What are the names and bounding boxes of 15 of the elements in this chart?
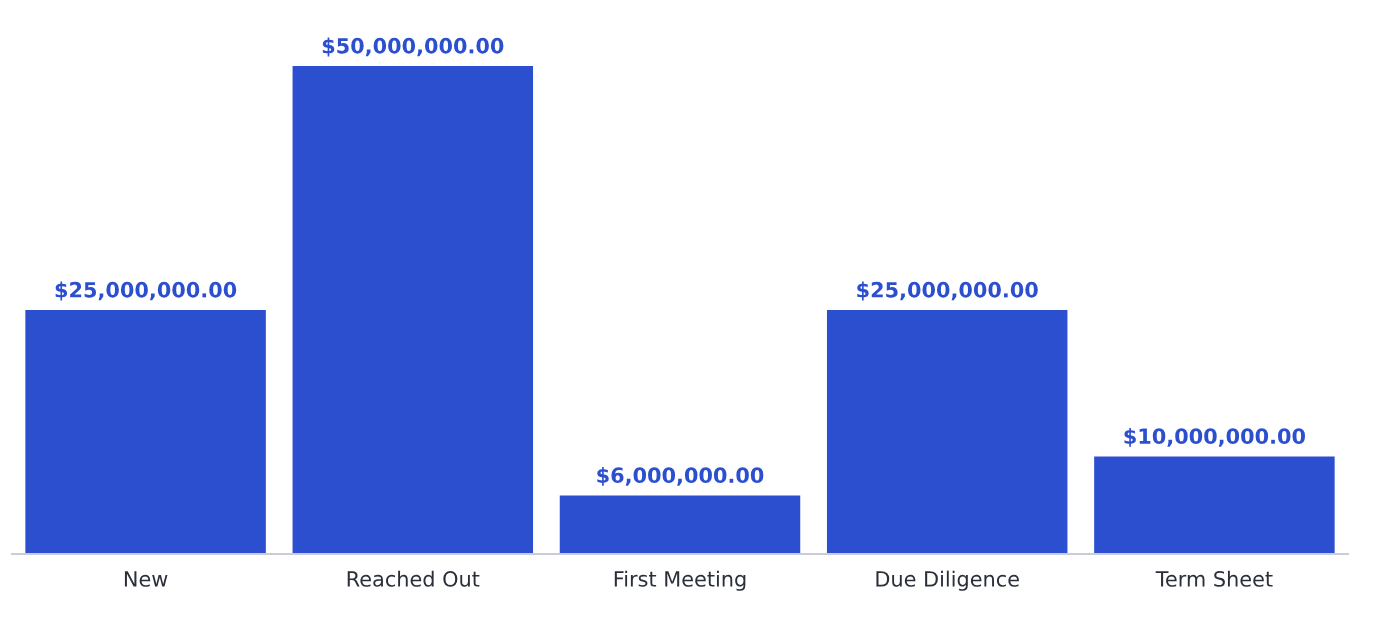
bar: [1094, 456, 1335, 554]
bar: [826, 310, 1068, 554]
bar: [292, 66, 534, 554]
x-tick-label: Due Diligence: [876, 570, 1019, 591]
x-tick-label: Reached Out: [347, 570, 480, 587]
data-label: $50,000,000.00: [322, 37, 504, 57]
data-label: $25,000,000.00: [55, 281, 237, 301]
x-tick-label: New: [124, 571, 168, 587]
bar: [25, 310, 266, 554]
data-label: $25,000,000.00: [857, 281, 1038, 301]
data-label: $6,000,000.00: [597, 466, 764, 486]
x-tick-label: Term Sheet: [1155, 570, 1273, 587]
x-tick-label: First Meeting: [614, 570, 746, 591]
data-label: $10,000,000.00: [1124, 427, 1306, 447]
bar: [559, 495, 801, 554]
